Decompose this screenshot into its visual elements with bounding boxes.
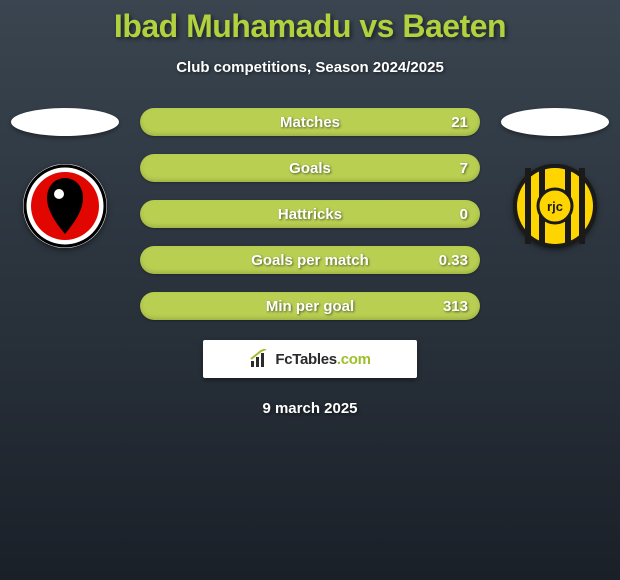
stat-row-goals: Goals 7 [140, 154, 480, 182]
stat-right-value: 0.33 [439, 252, 468, 269]
stats-list: Matches 21 Goals 7 Hattricks 0 Goals per… [140, 108, 480, 338]
stat-row-goals-per-match: Goals per match 0.33 [140, 246, 480, 274]
stat-right-value: 7 [460, 160, 468, 177]
stat-label: Hattricks [278, 206, 342, 223]
stat-label: Goals [289, 160, 331, 177]
brand-name: FcTables.com [275, 351, 370, 368]
stat-row-hattricks: Hattricks 0 [140, 200, 480, 228]
chart-icon [249, 349, 269, 369]
snapshot-date: 9 march 2025 [0, 400, 620, 417]
page-title: Ibad Muhamadu vs Baeten [0, 0, 620, 45]
stat-row-matches: Matches 21 [140, 108, 480, 136]
roda-jc-icon: rjc [513, 164, 597, 248]
team-right-crest: rjc [513, 164, 597, 248]
stat-label: Min per goal [266, 298, 354, 315]
team-right-column: rjc [495, 108, 615, 248]
stat-label: Matches [280, 114, 340, 131]
brand-site: FcTables [275, 351, 337, 368]
player-right-silhouette [501, 108, 609, 136]
svg-text:rjc: rjc [547, 199, 563, 214]
team-left-crest [23, 164, 107, 248]
player-left-silhouette [11, 108, 119, 136]
stat-right-value: 313 [443, 298, 468, 315]
comparison-area: rjc Matches 21 Goals 7 Hattricks 0 Goals… [0, 108, 620, 328]
team-left-column [5, 108, 125, 248]
brand-tld: .com [337, 351, 371, 368]
subtitle: Club competitions, Season 2024/2025 [0, 59, 620, 76]
stat-row-min-per-goal: Min per goal 313 [140, 292, 480, 320]
helmond-sport-icon [23, 164, 107, 248]
stat-right-value: 21 [451, 114, 468, 131]
stat-right-value: 0 [460, 206, 468, 223]
branding-badge[interactable]: FcTables.com [203, 340, 417, 378]
stat-label: Goals per match [251, 252, 369, 269]
